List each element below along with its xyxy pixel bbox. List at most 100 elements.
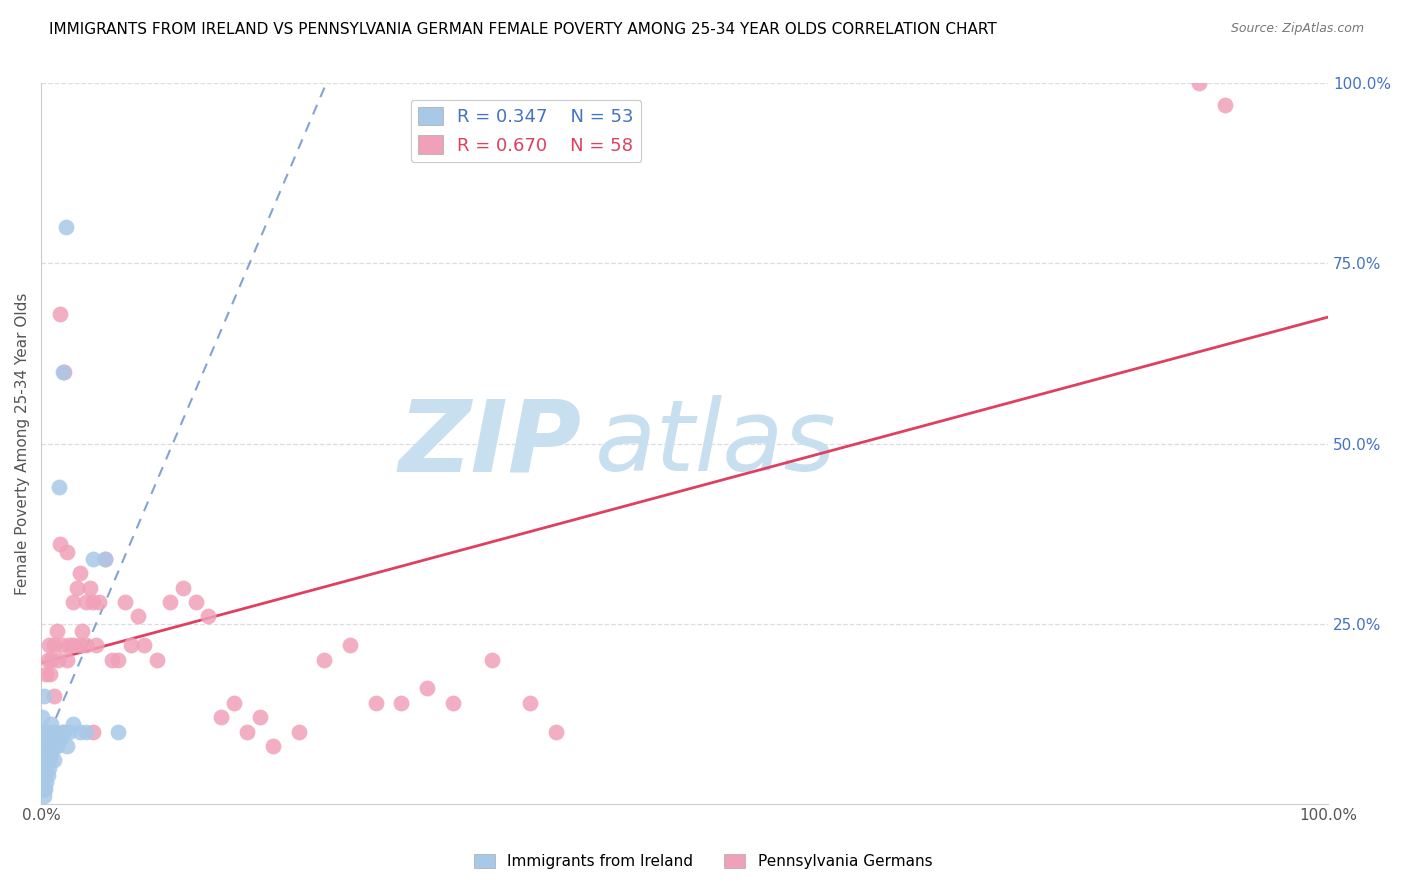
Point: [62, 595, 84, 609]
Point: [56, 652, 79, 666]
Point: [209, 710, 232, 724]
Point: [53, 724, 76, 739]
Point: [34, 782, 56, 797]
Point: [32, 768, 55, 782]
Point: [35, 775, 58, 789]
Text: atlas: atlas: [595, 395, 837, 492]
Point: [35, 724, 58, 739]
Point: [38, 739, 60, 753]
Point: [69, 724, 91, 739]
Point: [32, 724, 55, 739]
Legend: R = 0.347    N = 53, R = 0.670    N = 58: R = 0.347 N = 53, R = 0.670 N = 58: [411, 100, 641, 161]
Text: IMMIGRANTS FROM IRELAND VS PENNSYLVANIA GERMAN FEMALE POVERTY AMONG 25-34 YEAR O: IMMIGRANTS FROM IRELAND VS PENNSYLVANIA …: [49, 22, 997, 37]
Point: [44, 739, 66, 753]
Point: [34, 739, 56, 753]
Point: [82, 595, 104, 609]
Point: [53, 364, 76, 378]
Point: [32, 753, 55, 767]
Point: [339, 638, 361, 652]
Point: [120, 638, 142, 652]
Point: [224, 696, 246, 710]
Point: [35, 667, 58, 681]
Point: [37, 768, 59, 782]
Point: [41, 739, 63, 753]
Point: [544, 724, 567, 739]
Point: [32, 782, 55, 797]
Point: [184, 595, 207, 609]
Legend: Immigrants from Ireland, Pennsylvania Germans: Immigrants from Ireland, Pennsylvania Ge…: [468, 847, 938, 875]
Point: [42, 724, 65, 739]
Point: [31, 753, 53, 767]
Point: [1213, 98, 1236, 112]
Point: [38, 638, 60, 652]
Point: [38, 761, 60, 775]
Point: [107, 652, 129, 666]
Point: [45, 739, 67, 753]
Point: [51, 638, 73, 652]
Point: [49, 537, 72, 551]
Point: [101, 652, 124, 666]
Point: [75, 595, 97, 609]
Point: [62, 638, 84, 652]
Point: [481, 652, 503, 666]
Point: [37, 652, 59, 666]
Point: [94, 551, 117, 566]
Point: [31, 746, 53, 760]
Point: [127, 609, 149, 624]
Point: [58, 724, 80, 739]
Point: [48, 480, 70, 494]
Point: [34, 753, 56, 767]
Point: [31, 731, 53, 746]
Text: ZIP: ZIP: [399, 395, 582, 492]
Point: [75, 638, 97, 652]
Point: [146, 652, 169, 666]
Point: [39, 667, 62, 681]
Point: [159, 595, 181, 609]
Point: [86, 638, 108, 652]
Point: [1188, 77, 1211, 91]
Point: [287, 724, 309, 739]
Point: [79, 581, 101, 595]
Point: [31, 724, 53, 739]
Point: [519, 696, 541, 710]
Point: [58, 638, 80, 652]
Point: [132, 638, 155, 652]
Point: [107, 724, 129, 739]
Point: [49, 307, 72, 321]
Point: [52, 364, 75, 378]
Point: [46, 731, 69, 746]
Point: [66, 581, 89, 595]
Point: [82, 551, 104, 566]
Point: [114, 595, 136, 609]
Point: [41, 746, 63, 760]
Point: [37, 731, 59, 746]
Point: [69, 566, 91, 581]
Point: [39, 724, 62, 739]
Point: [35, 753, 58, 767]
Point: [391, 696, 413, 710]
Point: [31, 761, 53, 775]
Point: [364, 696, 387, 710]
Point: [55, 220, 77, 235]
Point: [236, 724, 259, 739]
Point: [249, 710, 271, 724]
Point: [32, 739, 55, 753]
Point: [441, 696, 464, 710]
Point: [42, 689, 65, 703]
Point: [51, 724, 73, 739]
Point: [56, 544, 79, 558]
Point: [314, 652, 336, 666]
Point: [416, 681, 439, 696]
Point: [172, 581, 194, 595]
Point: [31, 775, 53, 789]
Point: [46, 652, 69, 666]
Point: [197, 609, 219, 624]
Point: [62, 717, 84, 731]
Point: [56, 739, 79, 753]
Point: [32, 689, 55, 703]
Point: [45, 624, 67, 638]
Point: [31, 768, 53, 782]
Point: [75, 724, 97, 739]
Point: [39, 753, 62, 767]
Point: [31, 710, 53, 724]
